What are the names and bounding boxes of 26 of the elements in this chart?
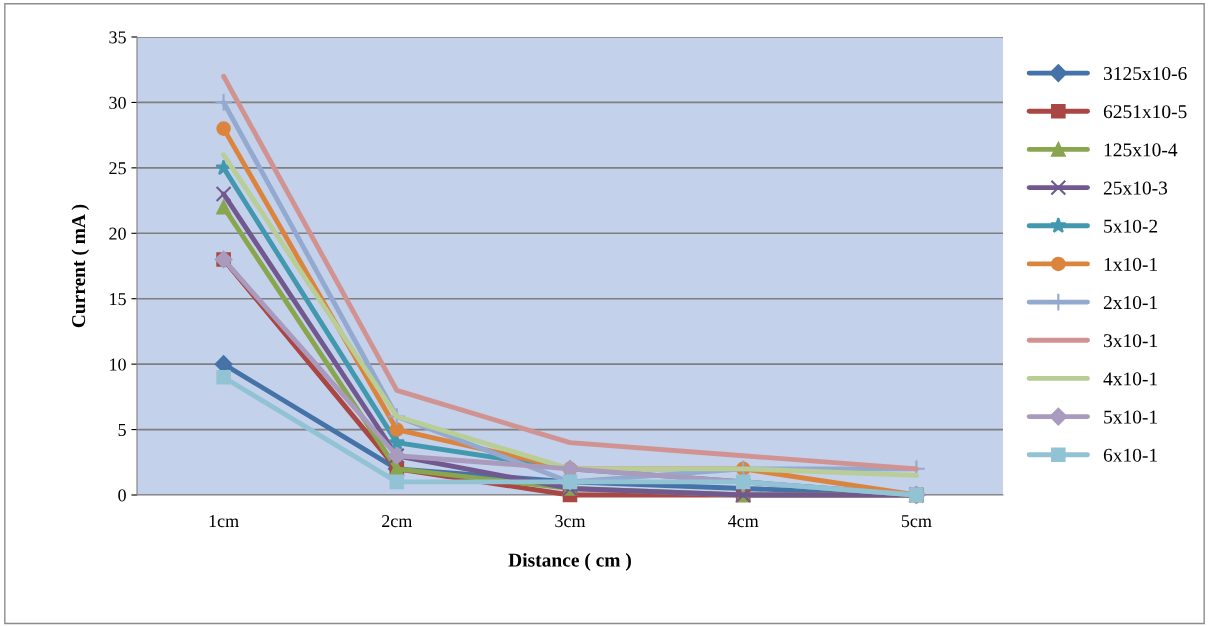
x-tick-label: 5cm: [901, 515, 932, 528]
y-tick-label: 25: [109, 162, 126, 175]
legend-label: 6x10-1: [1103, 448, 1157, 462]
x-tick-label: 1cm: [209, 515, 239, 528]
y-axis-title: Current ( mA ): [71, 204, 90, 328]
legend-label: 2x10-1: [1103, 295, 1157, 310]
y-tick-label: 20: [109, 227, 126, 240]
x-tick-label: 2cm: [382, 515, 413, 528]
y-tick-label: 10: [110, 358, 126, 371]
legend-label: 5x10-1: [1104, 410, 1157, 424]
legend-label: 125x10-4: [1104, 143, 1178, 157]
y-tick-label: 0: [118, 489, 126, 502]
x-tick-label: 4cm: [728, 515, 759, 528]
legend-label: 3x10-1: [1103, 334, 1157, 348]
legend-label: 3125x10-6: [1103, 66, 1187, 81]
y-tick-label: 5: [118, 424, 126, 437]
y-tick-label: 15: [110, 293, 126, 306]
x-axis-title: Distance ( cm ): [508, 553, 631, 571]
legend-label: 25x10-3: [1103, 181, 1168, 195]
x-tick-label: 3cm: [555, 515, 586, 528]
legend-label: 1x10-1: [1104, 257, 1157, 271]
legend-label: 5x10-2: [1104, 219, 1158, 233]
legend-label: 4x10-1: [1103, 372, 1157, 386]
y-tick-label: 30: [109, 96, 126, 109]
legend-label: 6251x10-5: [1103, 105, 1187, 119]
y-tick-label: 35: [109, 31, 126, 44]
